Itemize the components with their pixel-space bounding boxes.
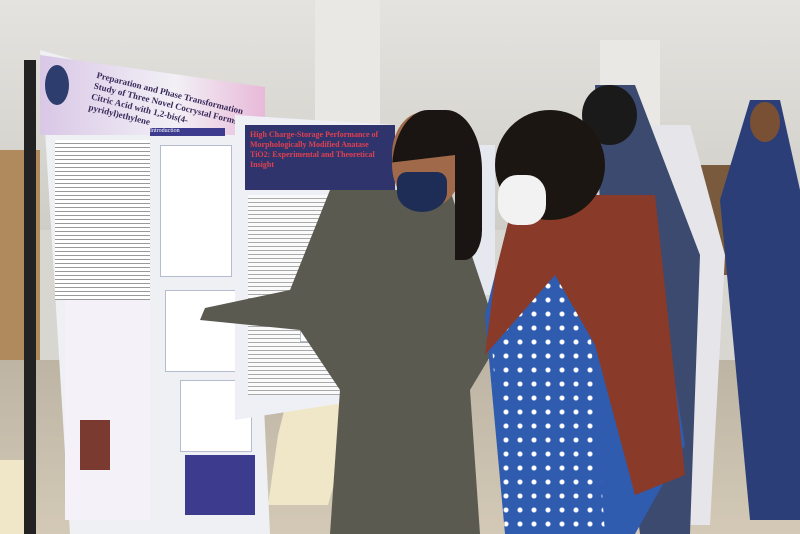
face-mask <box>498 175 546 225</box>
poster-middle-header <box>245 125 395 190</box>
poster-figures <box>65 300 150 520</box>
face-mask <box>397 172 447 212</box>
poster-chart <box>165 290 242 372</box>
poster-conclusion <box>185 455 255 515</box>
poster-text-block <box>55 140 150 300</box>
poster-stand <box>24 60 36 534</box>
poster-chart <box>160 145 232 277</box>
university-logo <box>45 65 69 105</box>
poster-middle-title: High Charge-Storage Performance of Morph… <box>250 130 379 169</box>
person-head <box>750 102 780 142</box>
pillar <box>315 0 380 140</box>
poster-left-section: Introduction <box>150 128 225 136</box>
crystal-figure <box>80 420 110 470</box>
